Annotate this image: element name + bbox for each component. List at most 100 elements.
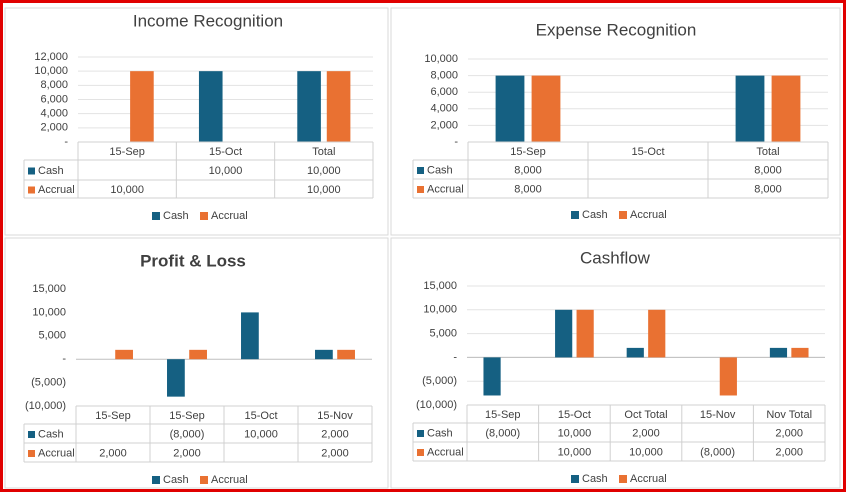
- y-tick-label: -: [453, 351, 457, 363]
- table-header: 15-Oct: [558, 409, 591, 421]
- legend-label: Accrual: [630, 473, 667, 485]
- y-tick-label: 5,000: [429, 328, 457, 340]
- bar: [315, 349, 333, 360]
- y-tick-label: 2,000: [40, 122, 68, 134]
- table-cell: 8,000: [754, 164, 782, 176]
- legend-key: [200, 212, 208, 220]
- table-cell: 2,000: [321, 428, 349, 440]
- legend-key: [619, 211, 627, 219]
- y-tick-label: 4,000: [40, 108, 68, 120]
- y-tick-label: 6,000: [430, 86, 458, 98]
- bar: [735, 75, 765, 142]
- bar: [626, 347, 644, 358]
- bar: [719, 357, 737, 396]
- table-row-label: Accrual: [38, 447, 75, 459]
- table-header: 15-Sep: [109, 146, 144, 158]
- table-row-label: Cash: [38, 428, 64, 440]
- table-cell: 2,000: [99, 447, 127, 459]
- legend-label: Accrual: [630, 209, 667, 221]
- table-cell: 8,000: [514, 183, 542, 195]
- table-row-label: Cash: [38, 165, 64, 177]
- y-tick-label: (10,000): [25, 400, 66, 412]
- table-header: 15-Sep: [510, 146, 545, 158]
- table-legend-key: [417, 430, 424, 437]
- legend-key: [152, 212, 160, 220]
- table-row-label: Accrual: [38, 184, 75, 196]
- y-tick-label: 8,000: [40, 79, 68, 91]
- table-row-label: Accrual: [427, 183, 464, 195]
- table-cell: 10,000: [558, 446, 592, 458]
- y-tick-label: -: [454, 136, 458, 148]
- bar: [769, 347, 788, 358]
- y-tick-label: 6,000: [40, 93, 68, 105]
- table-cell: 10,000: [244, 428, 278, 440]
- table-cell: (8,000): [170, 428, 205, 440]
- table-header: 15-Oct: [244, 410, 277, 422]
- table-header: 15-Oct: [209, 146, 242, 158]
- table-row-label: Cash: [427, 427, 453, 439]
- y-tick-label: (5,000): [422, 375, 457, 387]
- legend-label: Cash: [163, 474, 189, 486]
- chart-title: Income Recognition: [133, 11, 283, 30]
- y-tick-label: -: [64, 136, 68, 148]
- chart-title: Expense Recognition: [536, 20, 697, 39]
- bar: [791, 347, 809, 358]
- table-cell: (8,000): [700, 446, 735, 458]
- legend-label: Cash: [582, 473, 608, 485]
- table-header: 15-Sep: [95, 410, 130, 422]
- table-legend-key: [417, 186, 424, 193]
- bar: [483, 357, 501, 396]
- table-cell: 10,000: [110, 184, 144, 196]
- y-tick-label: 2,000: [430, 119, 458, 131]
- table-legend-key: [28, 450, 35, 457]
- table-row-label: Accrual: [427, 446, 464, 458]
- y-tick-label: 5,000: [38, 330, 66, 342]
- table-cell: 2,000: [173, 447, 201, 459]
- table-header: Total: [312, 146, 335, 158]
- bar: [198, 71, 223, 142]
- table-legend-key: [28, 431, 35, 438]
- bar: [555, 309, 573, 358]
- table-cell: 10,000: [307, 165, 341, 177]
- panel: [4, 7, 389, 236]
- legend-key: [619, 475, 627, 483]
- table-cell: 2,000: [775, 446, 803, 458]
- table-legend-key: [417, 167, 424, 174]
- bar: [531, 75, 561, 142]
- table-header: 15-Nov: [317, 410, 353, 422]
- table-cell: 8,000: [754, 183, 782, 195]
- chart-title: Cashflow: [580, 248, 651, 267]
- table-cell: 10,000: [558, 427, 592, 439]
- table-legend-key: [28, 167, 35, 175]
- legend-key: [571, 475, 579, 483]
- legend-label: Cash: [163, 210, 189, 222]
- table-cell: 10,000: [307, 184, 341, 196]
- chart-title: Profit & Loss: [140, 251, 246, 270]
- table-header: 15-Sep: [169, 410, 204, 422]
- y-tick-label: 10,000: [34, 65, 68, 77]
- legend-key: [200, 476, 208, 484]
- table-cell: 2,000: [632, 427, 660, 439]
- bar: [771, 75, 801, 142]
- table-header: Nov Total: [766, 409, 812, 421]
- table-cell: 2,000: [321, 447, 349, 459]
- table-header: Oct Total: [624, 409, 667, 421]
- table-cell: 10,000: [629, 446, 663, 458]
- bar: [241, 312, 259, 360]
- y-tick-label: 15,000: [32, 283, 66, 295]
- bar: [576, 309, 594, 358]
- y-tick-label: 10,000: [424, 53, 458, 65]
- bar: [167, 359, 185, 397]
- bar: [495, 75, 525, 142]
- table-cell: 8,000: [514, 164, 542, 176]
- table-header: 15-Nov: [700, 409, 736, 421]
- legend-label: Accrual: [211, 210, 248, 222]
- y-tick-label: 4,000: [430, 103, 458, 115]
- y-tick-label: (10,000): [416, 399, 457, 411]
- bar: [648, 309, 666, 358]
- bar: [326, 71, 351, 142]
- table-row-label: Cash: [427, 164, 453, 176]
- bar: [297, 71, 321, 142]
- bar: [337, 349, 355, 360]
- table-legend-key: [28, 186, 35, 194]
